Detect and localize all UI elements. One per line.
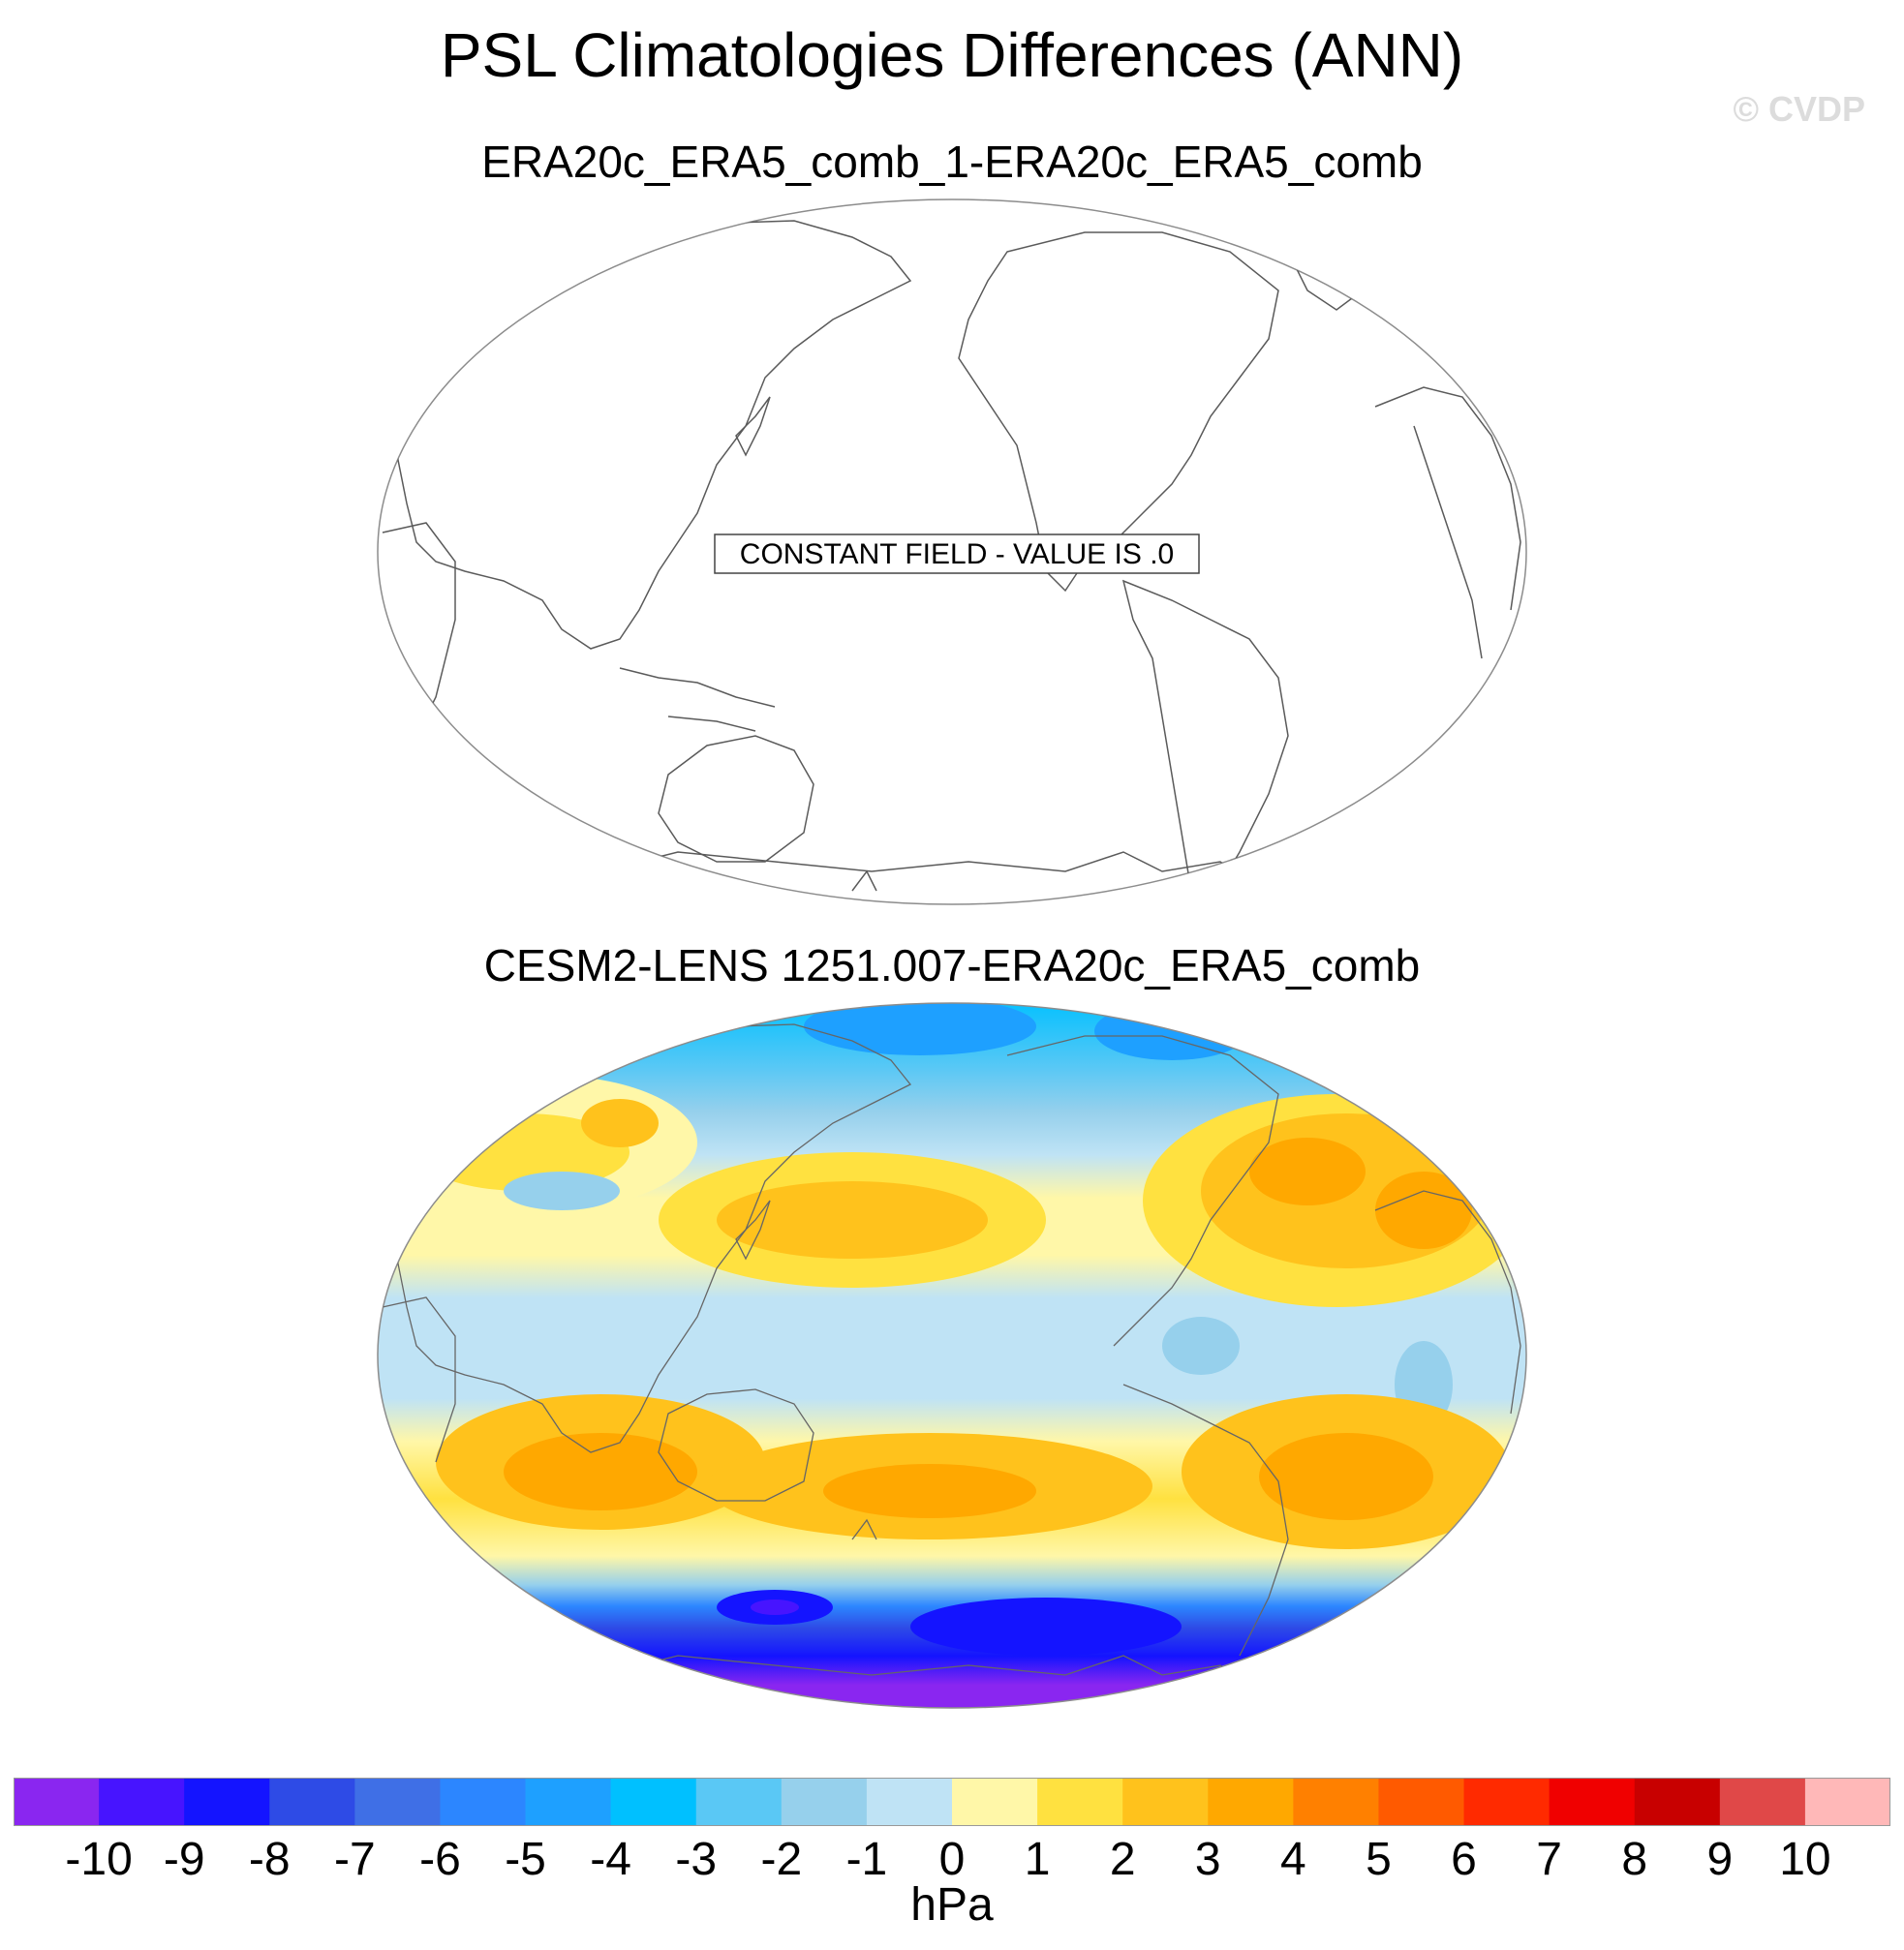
- colorbar-segment: [695, 1778, 783, 1826]
- colorbar-tick-label: 0: [938, 1834, 966, 1885]
- colorbar-tick-label: -1: [845, 1834, 888, 1885]
- constant-field-box: CONSTANT FIELD - VALUE IS .0: [714, 533, 1200, 574]
- panel2-title: CESM2-LENS 1251.007-ERA20c_ERA5_comb: [483, 940, 1421, 990]
- colorbar-tick-label: 1: [1024, 1834, 1051, 1885]
- arctic-low: [804, 1003, 1036, 1055]
- colorbar-segment: [1719, 1778, 1806, 1826]
- colorbar-tick-label: 3: [1194, 1834, 1221, 1885]
- colorbar-tick-label: 4: [1280, 1834, 1306, 1885]
- colorbar-segment: [1378, 1778, 1465, 1826]
- constant-field-label: CONSTANT FIELD - VALUE IS .0: [740, 538, 1174, 570]
- colorbar-segment: [1208, 1778, 1294, 1826]
- amundsen-low: [910, 1598, 1182, 1656]
- colorbar-segment: [610, 1778, 697, 1826]
- colorbar-tick-label: -10: [65, 1834, 133, 1885]
- colorbar-segment: [866, 1778, 953, 1826]
- figure-title: PSL Climatologies Differences (ANN): [440, 20, 1464, 90]
- colorbar-tick-label: -5: [505, 1834, 546, 1885]
- watermark: © CVDP: [1733, 89, 1865, 129]
- colorbar-segment: [99, 1778, 185, 1826]
- colorbar-tick-label: -6: [419, 1834, 461, 1885]
- colorbar-tick-label: 2: [1109, 1834, 1136, 1885]
- colorbar-units: hPa: [910, 1879, 994, 1931]
- colorbar-tick-label: -7: [334, 1834, 376, 1885]
- colorbar-tick-label: 5: [1366, 1834, 1392, 1885]
- panel1-title: ERA20c_ERA5_comb_1-ERA20c_ERA5_comb: [481, 137, 1423, 187]
- colorbar-segment: [525, 1778, 612, 1826]
- colorbar-tick-label: 9: [1706, 1834, 1734, 1885]
- colorbar-tick-label: -2: [760, 1834, 803, 1885]
- colorbar-segment: [1804, 1778, 1890, 1826]
- colorbar-tick-label: 8: [1621, 1834, 1648, 1885]
- colorbar-tick-label: -4: [590, 1834, 631, 1885]
- colorbar-segment: [269, 1778, 355, 1826]
- colorbar-tick-label: 7: [1536, 1834, 1562, 1885]
- panel2-map: [377, 1002, 1527, 1709]
- panel2-field: [378, 1003, 1526, 1708]
- panel2-coastlines: [382, 1023, 1521, 1708]
- panel1-map: CONSTANT FIELD - VALUE IS .0: [377, 198, 1527, 905]
- colorbar: [14, 1778, 1890, 1826]
- colorbar-segment: [1463, 1778, 1551, 1826]
- colorbar-segment: [14, 1778, 100, 1826]
- colorbar-segment: [1122, 1778, 1209, 1826]
- greenland-low: [1094, 1003, 1249, 1060]
- colorbar-tick-label: -3: [675, 1834, 718, 1885]
- colorbar-segment: [440, 1778, 527, 1826]
- colorbar-segment: [184, 1778, 270, 1826]
- colorbar-segment: [1549, 1778, 1636, 1826]
- colorbar-tick-label: 10: [1779, 1834, 1831, 1885]
- colorbar-segment: [781, 1778, 868, 1826]
- colorbar-segment: [1037, 1778, 1123, 1826]
- colorbar-tick-label: 6: [1451, 1834, 1477, 1885]
- colorbar-segment: [952, 1778, 1038, 1826]
- colorbar-segment: [1634, 1778, 1721, 1826]
- colorbar-segment: [1293, 1778, 1379, 1826]
- colorbar-segment: [354, 1778, 441, 1826]
- colorbar-tick-label: -8: [248, 1834, 291, 1885]
- colorbar-tick-label: -9: [163, 1834, 205, 1885]
